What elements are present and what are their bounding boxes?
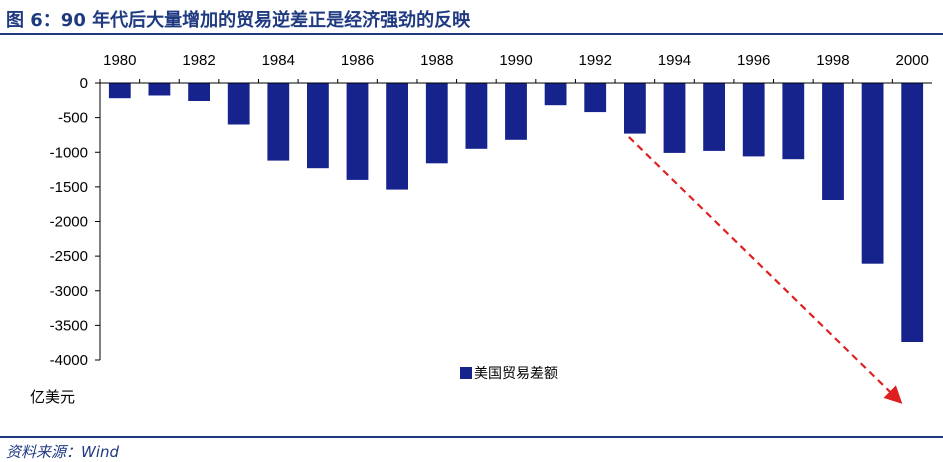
- bar-1985: [307, 83, 329, 169]
- bar-1997: [782, 83, 805, 160]
- x-tick-label: 1986: [341, 52, 374, 69]
- bar-1996: [742, 83, 765, 157]
- y-axis-unit-label: 亿美元: [30, 389, 75, 406]
- bar-1998: [822, 83, 844, 200]
- legend-swatch: [460, 367, 472, 379]
- y-tick-label: -1500: [50, 179, 88, 196]
- footer-divider: [0, 436, 943, 438]
- bar-1984: [267, 83, 290, 161]
- bar-1991: [544, 83, 567, 106]
- bar-1980: [108, 83, 131, 99]
- y-tick-label: -4000: [50, 352, 88, 369]
- bar-1995: [703, 83, 725, 151]
- y-tick-label: 0: [80, 75, 88, 92]
- bar-1983: [227, 83, 250, 125]
- x-tick-label: 1996: [737, 52, 770, 69]
- x-tick-label: 1990: [499, 52, 532, 69]
- x-tick-label: 2000: [896, 52, 929, 69]
- x-tick-label: 1982: [182, 52, 215, 69]
- bar-1990: [505, 83, 527, 140]
- x-tick-label: 1992: [579, 52, 612, 69]
- trend-arrow: [628, 136, 903, 404]
- bar-1986: [346, 83, 369, 180]
- bar-1987: [386, 83, 408, 190]
- x-tick-label: 1980: [103, 52, 136, 69]
- x-tick-label: 1988: [420, 52, 453, 69]
- y-tick-label: -3500: [50, 317, 88, 334]
- y-tick-label: -2000: [50, 214, 88, 231]
- x-tick-label: 1984: [262, 52, 295, 69]
- legend-label: 美国贸易差额: [474, 365, 558, 381]
- bar-1988: [425, 83, 448, 164]
- bar-2000: [901, 83, 924, 342]
- chart-title: 图 6：90 年代后大量增加的贸易逆差正是经济强劲的反映: [6, 10, 471, 31]
- x-tick-label: 1994: [658, 52, 691, 69]
- y-tick-label: -500: [58, 110, 88, 127]
- y-tick-label: -2500: [50, 248, 88, 265]
- bar-1981: [148, 83, 171, 96]
- header-divider: [0, 33, 943, 35]
- source-note: 资料来源：Wind: [6, 443, 120, 461]
- bar-1989: [465, 83, 488, 149]
- bar-1994: [663, 83, 686, 153]
- bar-1999: [861, 83, 884, 264]
- y-tick-label: -3000: [50, 283, 88, 300]
- y-tick-label: -1000: [50, 144, 88, 161]
- bar-1993: [624, 83, 646, 134]
- bar-chart: 0 -500 -1000 -1500 -2000 -2500 -3000 -3500 -4000…: [30, 52, 932, 406]
- bar-1982: [188, 83, 210, 101]
- x-tick-label: 1998: [816, 52, 849, 69]
- bar-1992: [584, 83, 607, 113]
